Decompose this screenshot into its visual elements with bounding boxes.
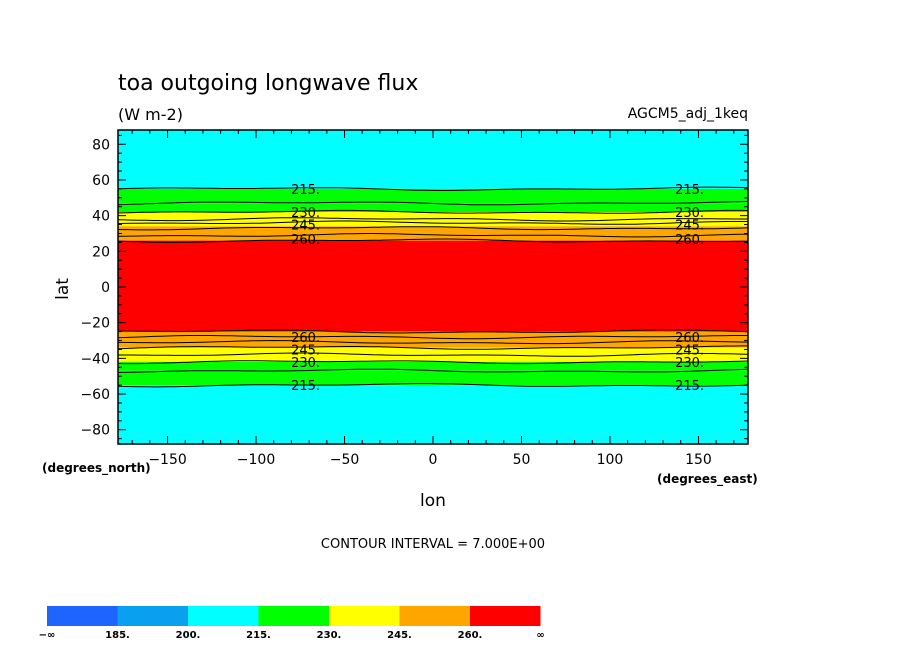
x-tick-label: 50 [513,452,531,468]
contour-band [118,188,748,204]
contour-band [118,370,748,386]
contour-label: 245. [291,343,320,358]
contour-line [117,217,748,222]
y-tick-label: 80 [92,137,110,153]
contour-label: 230. [291,356,320,371]
contour-label: 230. [291,206,320,221]
units-label: (W m-2) [118,105,183,124]
contour-lines [117,186,749,388]
contour-line [117,368,749,373]
contour-label: 215. [675,379,704,394]
y-tick-label: 0 [101,280,110,296]
contour-line [117,360,749,365]
y-axis-ticks: 80 60 40 20 0 −20 −40 −60 −80 [80,134,748,440]
contour-line [117,383,749,388]
colorbar-label: −∞ [39,630,56,641]
contour-line [118,352,749,357]
contour-band [118,203,748,213]
contour-band [118,361,748,371]
colorbar-label: 245. [387,630,412,641]
contour-band [118,385,748,444]
colorbar-label: 215. [246,630,271,641]
contour-label: 260. [675,331,704,346]
contour-labels: 215. 215.230. 230.245. 245.260. 260.260. 260.… [291,183,704,394]
colorbar-label: 260. [458,630,483,641]
contour-label: 245. [291,219,320,234]
colorbar-swatch [117,606,188,626]
contour-label: 245. [675,219,704,234]
contour-label: 215. [291,183,320,198]
x-tick-label: 100 [597,452,624,468]
colorbar-label: 230. [317,630,342,641]
contour-line [117,345,748,350]
x-tick-label: 0 [429,452,438,468]
x-units-label: (degrees_east) [657,472,758,487]
contour-line [118,329,749,334]
run-label: AGCM5_adj_1keq [628,106,748,122]
y-tick-label: −60 [80,387,110,403]
colorbar-label: 185. [105,630,130,641]
filled-contour-bands [118,130,748,444]
x-axis-ticks: −150 −100 −50 0 50 100 150 [131,130,735,468]
colorbar-swatch [470,606,541,626]
y-tick-label: −40 [80,351,110,367]
colorbar-swatch [329,606,400,626]
x-tick-label: −150 [148,452,186,468]
colorbar-swatch [47,606,118,626]
contour-band [118,331,748,348]
contour-label: 215. [291,379,320,394]
contour-label: 260. [291,233,320,248]
y-tick-label: −20 [80,316,110,332]
contour-line [117,233,749,238]
contour-line [117,238,749,243]
contour-label: 215. [675,183,704,198]
colorbar-label: 200. [176,630,201,641]
contour-label: 260. [291,331,320,346]
contour-band [118,130,748,189]
x-tick-label: −50 [330,452,360,468]
contour-line [117,220,748,225]
contour-line [117,186,749,191]
contour-line [117,201,749,206]
contour-line [117,226,749,231]
contour-band [118,226,748,241]
x-tick-label: 150 [685,452,712,468]
colorbar-swatch [258,606,329,626]
colorbar-swatch [399,606,470,626]
contour-label: 260. [675,233,704,248]
colorbar: −∞ 185. 200. 215. 230. 245. 260. ∞ [39,606,545,641]
x-tick-label: −100 [237,452,275,468]
contour-label: 245. [675,343,704,358]
y-tick-label: −80 [80,423,110,439]
contour-line [117,209,749,214]
contour-label: 230. [675,206,704,221]
contour-interval-text: CONTOUR INTERVAL = 7.000E+00 [321,537,545,552]
y-tick-label: 40 [92,209,110,225]
contour-label: 230. [675,356,704,371]
y-tick-label: 60 [92,173,110,189]
colorbar-swatch [188,606,259,626]
chart-title: toa outgoing longwave flux [118,71,418,96]
y-axis-label: lat [53,278,73,300]
y-units-label: (degrees_north) [42,461,151,476]
colorbar-label: ∞ [536,630,544,641]
contour-band [118,240,748,332]
x-axis-label: lon [420,491,446,511]
y-tick-label: 20 [92,244,110,260]
contour-band [118,347,748,362]
contour-line [117,335,748,340]
contour-line [118,339,749,345]
